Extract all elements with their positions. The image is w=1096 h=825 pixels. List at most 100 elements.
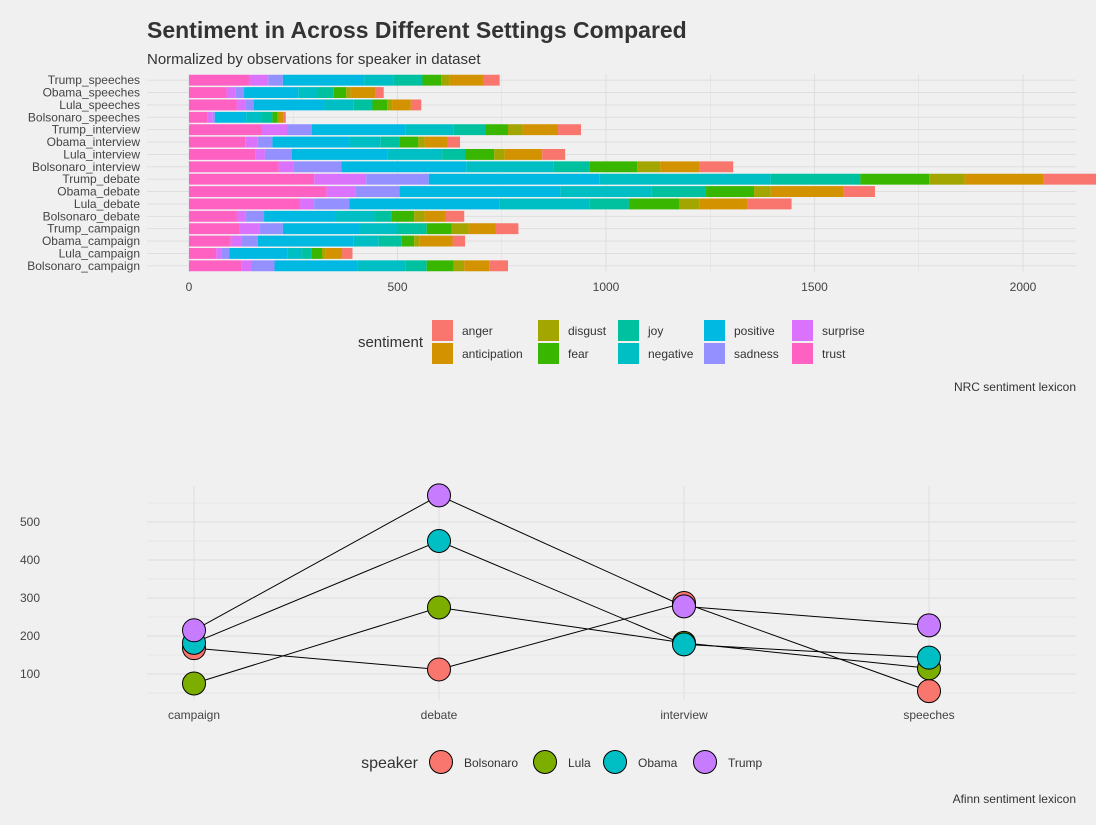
bar-segment-surprise: [241, 260, 252, 272]
bar-segment-sadness: [235, 87, 245, 99]
bar-segment-positive: [291, 148, 388, 160]
bar-segment-trust: [189, 210, 237, 222]
bar-segment-joy: [353, 99, 373, 111]
bar-segment-sadness: [259, 223, 283, 235]
bar-segment-anger: [283, 111, 286, 123]
bar-category-label: Trump_campaign: [47, 222, 140, 236]
bar-segment-disgust: [754, 186, 771, 198]
bar-segment-fear: [628, 198, 679, 210]
legend-label-disgust: disgust: [568, 324, 607, 338]
bar-segment-sadness: [286, 124, 313, 136]
bar-chart-bars: [189, 74, 1096, 272]
bar-segment-negative: [560, 186, 652, 198]
bar-segment-positive: [282, 74, 365, 86]
bar-segment-anger: [447, 136, 461, 148]
bar-segment-sadness: [241, 235, 258, 247]
bar-segment-surprise: [326, 186, 356, 198]
point-trump-campaign: [182, 618, 206, 643]
point-x-tick-label: speeches: [903, 708, 954, 722]
point-y-tick-label: 300: [20, 591, 40, 605]
chart-subtitle: Normalized by observations for speaker i…: [147, 51, 481, 68]
bar-segment-sadness: [221, 247, 230, 259]
bar-segment-negative: [287, 247, 303, 259]
sentiment-legend-title: sentiment: [358, 334, 424, 351]
bar-segment-disgust: [453, 260, 465, 272]
bar-x-tick-label: 1500: [801, 280, 828, 294]
bar-segment-disgust: [678, 198, 700, 210]
bar-segment-sadness: [366, 173, 429, 185]
bar-segment-fear: [422, 74, 442, 86]
bar-segment-surprise: [255, 148, 265, 160]
bar-segment-trust: [189, 87, 227, 99]
bar-segment-anticipation: [504, 148, 543, 160]
legend-key-lula: [533, 750, 557, 774]
bar-segment-anticipation: [392, 99, 411, 111]
bar-segment-negative: [298, 87, 318, 99]
bar-segment-joy: [317, 87, 334, 99]
legend-key-bolsonaro: [429, 750, 453, 774]
bar-segment-anticipation: [325, 247, 343, 259]
bar-segment-sadness: [245, 99, 254, 111]
bar-segment-surprise: [230, 235, 242, 247]
bar-chart-category-labels: Trump_speechesObama_speechesLula_speeche…: [27, 73, 140, 273]
bar-category-label: Obama_interview: [47, 135, 141, 149]
bar-segment-positive: [312, 124, 406, 136]
bar-segment-surprise: [207, 111, 213, 123]
bar-segment-trust: [189, 148, 256, 160]
bar-segment-sadness: [251, 260, 275, 272]
bar-segment-anticipation: [964, 173, 1044, 185]
bar-segment-fear: [426, 223, 452, 235]
bar-segment-anticipation: [770, 186, 844, 198]
bar-segment-positive: [272, 136, 350, 148]
bar-segment-anger: [445, 210, 465, 222]
bar-segment-positive: [282, 223, 360, 235]
bar-segment-anger: [410, 99, 422, 111]
bar-segment-trust: [189, 74, 250, 86]
legend-key-disgust: [538, 320, 559, 341]
bar-segment-positive: [399, 186, 561, 198]
legend-label-positive: positive: [734, 324, 775, 338]
bar-segment-surprise: [278, 161, 294, 173]
bar-segment-anticipation: [660, 161, 700, 173]
point-x-tick-label: debate: [421, 708, 458, 722]
bar-segment-joy: [302, 247, 312, 259]
bar-segment-anger: [542, 148, 566, 160]
bar-category-label: Lula_campaign: [59, 246, 140, 260]
bar-category-label: Trump_speeches: [48, 73, 140, 87]
nrc-caption: NRC sentiment lexicon: [954, 380, 1076, 394]
bar-segment-fear: [372, 99, 388, 111]
bar-segment-anger: [375, 87, 384, 99]
legend-key-anticipation: [432, 343, 453, 364]
bar-x-tick-label: 0: [186, 280, 193, 294]
bar-segment-trust: [189, 124, 262, 136]
point-obama-interview: [672, 632, 696, 657]
bar-segment-surprise: [261, 124, 287, 136]
point-chart-x-tick-labels: campaign debate interview speeches: [168, 708, 955, 722]
bar-segment-fear: [860, 173, 930, 185]
bar-segment-joy: [397, 223, 427, 235]
series-line-bolsonaro: [193, 602, 930, 692]
bar-segment-sadness: [264, 148, 292, 160]
bar-segment-fear: [706, 186, 755, 198]
bar-segment-positive: [257, 235, 354, 247]
point-y-tick-label: 500: [20, 515, 40, 529]
chart-title: Sentiment in Across Different Settings C…: [147, 17, 687, 43]
bar-segment-anger: [452, 235, 466, 247]
bar-segment-surprise: [299, 198, 315, 210]
bar-segment-positive: [214, 111, 247, 123]
point-x-tick-label: interview: [660, 708, 708, 722]
legend-key-sadness: [704, 343, 725, 364]
bar-chart-x-tick-labels: 0 500 1000 1500 2000: [186, 280, 1037, 294]
bar-segment-negative: [246, 111, 262, 123]
point-obama-speeches: [917, 645, 941, 670]
bar-segment-surprise: [236, 210, 246, 222]
bar-segment-disgust: [414, 235, 420, 247]
bar-x-tick-label: 500: [387, 280, 407, 294]
bar-segment-fear: [426, 260, 454, 272]
bar-segment-anger: [843, 186, 875, 198]
bar-segment-negative: [599, 173, 771, 185]
bar-segment-disgust: [451, 223, 469, 235]
bar-segment-anger: [342, 247, 353, 259]
bar-segment-disgust: [637, 161, 661, 173]
bar-segment-anticipation: [522, 124, 559, 136]
